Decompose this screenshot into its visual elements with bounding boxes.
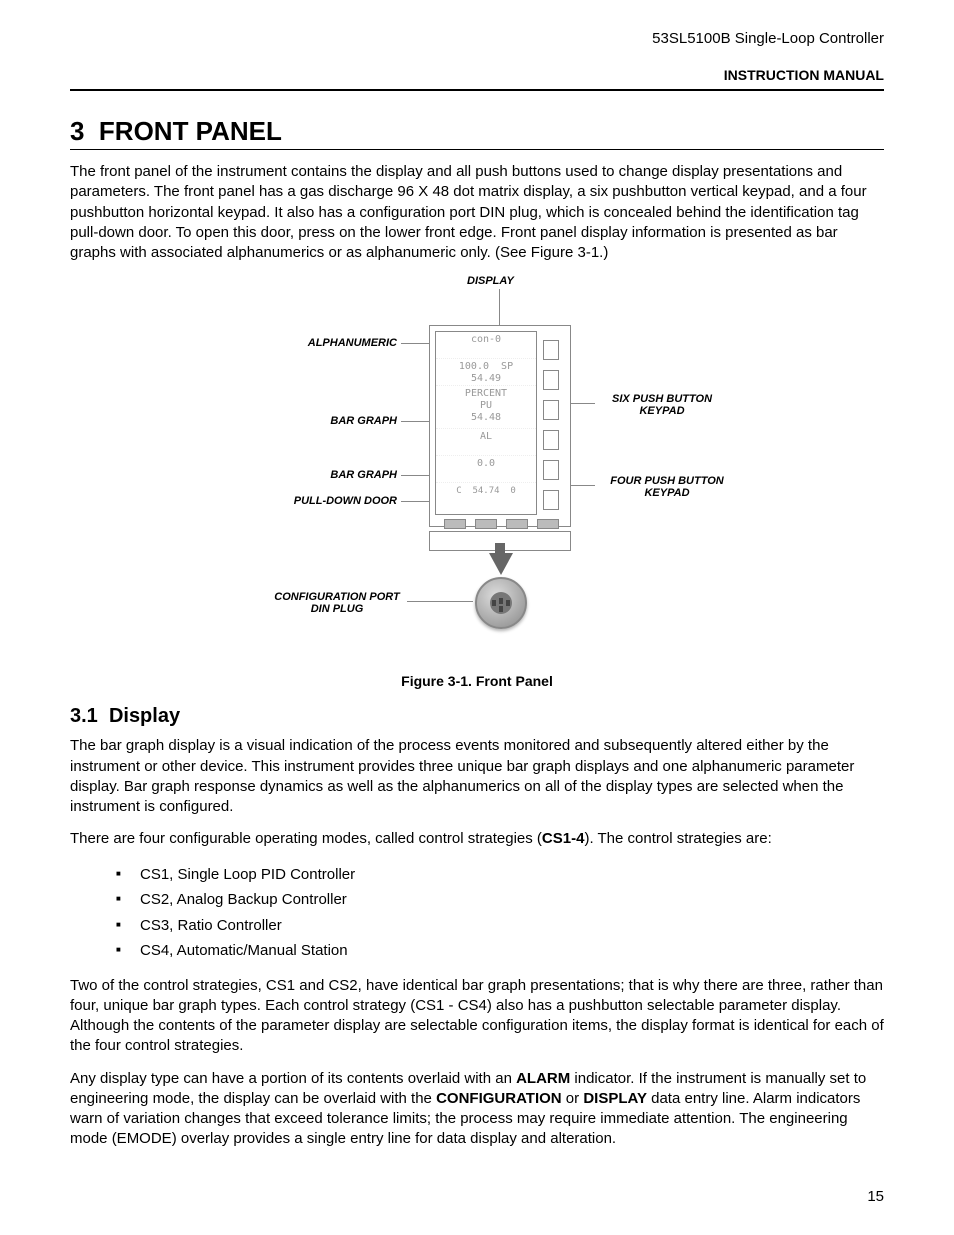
- din-plug: [475, 577, 527, 629]
- display-row: PERCENTPU54.48: [436, 385, 536, 428]
- panel-display: con-0 100.0 SP54.49 PERCENTPU54.48 AL 0.…: [435, 331, 537, 515]
- list-item: CS1, Single Loop PID Controller: [140, 862, 884, 888]
- display-text: 0.0: [477, 458, 495, 469]
- label-pull-down-door: PULL-DOWN DOOR: [287, 495, 397, 507]
- text-run: ). The control strategies are:: [584, 830, 771, 847]
- pin-icon: [499, 606, 503, 612]
- vertical-keypad: [543, 335, 561, 515]
- section-number: 3: [70, 116, 84, 146]
- display-text: AL: [480, 431, 492, 442]
- section-title: 3 FRONT PANEL: [70, 116, 884, 150]
- pin-icon: [499, 598, 503, 604]
- label-six-button-keypad: SIX PUSH BUTTON KEYPAD: [597, 393, 727, 417]
- section-name: FRONT PANEL: [99, 116, 282, 146]
- subsection-p4: Any display type can have a portion of i…: [70, 1069, 884, 1150]
- display-text: 54.74: [472, 486, 499, 496]
- pin-icon: [492, 600, 496, 606]
- pin-icon: [506, 600, 510, 606]
- label-display: DISPLAY: [467, 275, 514, 287]
- text-run: or: [562, 1090, 584, 1107]
- control-strategies-list: CS1, Single Loop PID Controller CS2, Ana…: [70, 862, 884, 964]
- display-text: 54.48: [471, 412, 501, 423]
- arrow-down-icon: [489, 553, 513, 575]
- label-bar-graph-2: BAR GRAPH: [317, 469, 397, 481]
- display-row: AL: [436, 428, 536, 455]
- display-row: 0.0: [436, 455, 536, 482]
- display-text: con-0: [471, 334, 501, 345]
- keypad-button: [475, 519, 497, 529]
- label-four-l2: KEYPAD: [644, 487, 689, 499]
- display-text: SP: [501, 361, 513, 372]
- label-six-l2: KEYPAD: [639, 405, 684, 417]
- subsection-title: 3.1 Display: [70, 705, 884, 728]
- horizontal-keypad: [439, 519, 563, 529]
- leader-line: [401, 501, 429, 502]
- din-plug-inner: [490, 592, 512, 614]
- page-number: 15: [867, 1188, 884, 1205]
- label-alphanumeric: ALPHANUMERIC: [297, 337, 397, 349]
- list-item: CS3, Ratio Controller: [140, 913, 884, 939]
- label-config-port-l1: CONFIGURATION PORT: [274, 591, 399, 603]
- keypad-button: [543, 460, 559, 480]
- label-six-l1: SIX PUSH BUTTON: [612, 393, 712, 405]
- display-row: C 54.74 0: [436, 482, 536, 509]
- keypad-button: [543, 370, 559, 390]
- display-row: con-0: [436, 332, 536, 358]
- subsection-name: Display: [109, 705, 180, 727]
- label-config-port-l2: DIN PLUG: [311, 603, 364, 615]
- text-bold: DISPLAY: [583, 1090, 647, 1107]
- display-text: 0: [510, 486, 515, 496]
- label-config-port: CONFIGURATION PORT DIN PLUG: [257, 591, 417, 615]
- keypad-button: [543, 430, 559, 450]
- text-bold: CS1-4: [542, 830, 585, 847]
- keypad-button: [506, 519, 528, 529]
- figure-caption: Figure 3-1. Front Panel: [70, 673, 884, 689]
- page: 53SL5100B Single-Loop Controller INSTRUC…: [0, 0, 954, 1235]
- keypad-button: [543, 490, 559, 510]
- display-text: 100.0: [459, 361, 489, 372]
- leader-line: [499, 289, 500, 329]
- subsection-p1: The bar graph display is a visual indica…: [70, 736, 884, 817]
- label-bar-graph-1: BAR GRAPH: [317, 415, 397, 427]
- label-four-l1: FOUR PUSH BUTTON: [610, 475, 723, 487]
- header-product: 53SL5100B Single-Loop Controller: [70, 30, 884, 47]
- text-bold: CONFIGURATION: [436, 1090, 562, 1107]
- text-bold: ALARM: [516, 1070, 570, 1087]
- display-text: C: [456, 486, 461, 496]
- keypad-button: [444, 519, 466, 529]
- label-four-button-keypad: FOUR PUSH BUTTON KEYPAD: [597, 475, 737, 499]
- display-text: 54.49: [471, 373, 501, 384]
- display-row: 100.0 SP54.49: [436, 358, 536, 385]
- text-run: There are four configurable operating mo…: [70, 830, 542, 847]
- keypad-button: [537, 519, 559, 529]
- keypad-button: [543, 400, 559, 420]
- figure-diagram: DISPLAY ALPHANUMERIC BAR GRAPH BAR GRAPH…: [197, 275, 757, 655]
- keypad-button: [543, 340, 559, 360]
- list-item: CS2, Analog Backup Controller: [140, 887, 884, 913]
- subsection-p3: Two of the control strategies, CS1 and C…: [70, 976, 884, 1057]
- display-text: PERCENT: [465, 388, 507, 399]
- text-run: Any display type can have a portion of i…: [70, 1070, 516, 1087]
- leader-line: [569, 485, 595, 486]
- header-doc-type: INSTRUCTION MANUAL: [70, 67, 884, 91]
- list-item: CS4, Automatic/Manual Station: [140, 938, 884, 964]
- subsection-p2: There are four configurable operating mo…: [70, 829, 884, 849]
- subsection-number: 3.1: [70, 705, 98, 727]
- leader-line: [407, 601, 473, 602]
- display-text: PU: [480, 400, 492, 411]
- section-intro: The front panel of the instrument contai…: [70, 162, 884, 263]
